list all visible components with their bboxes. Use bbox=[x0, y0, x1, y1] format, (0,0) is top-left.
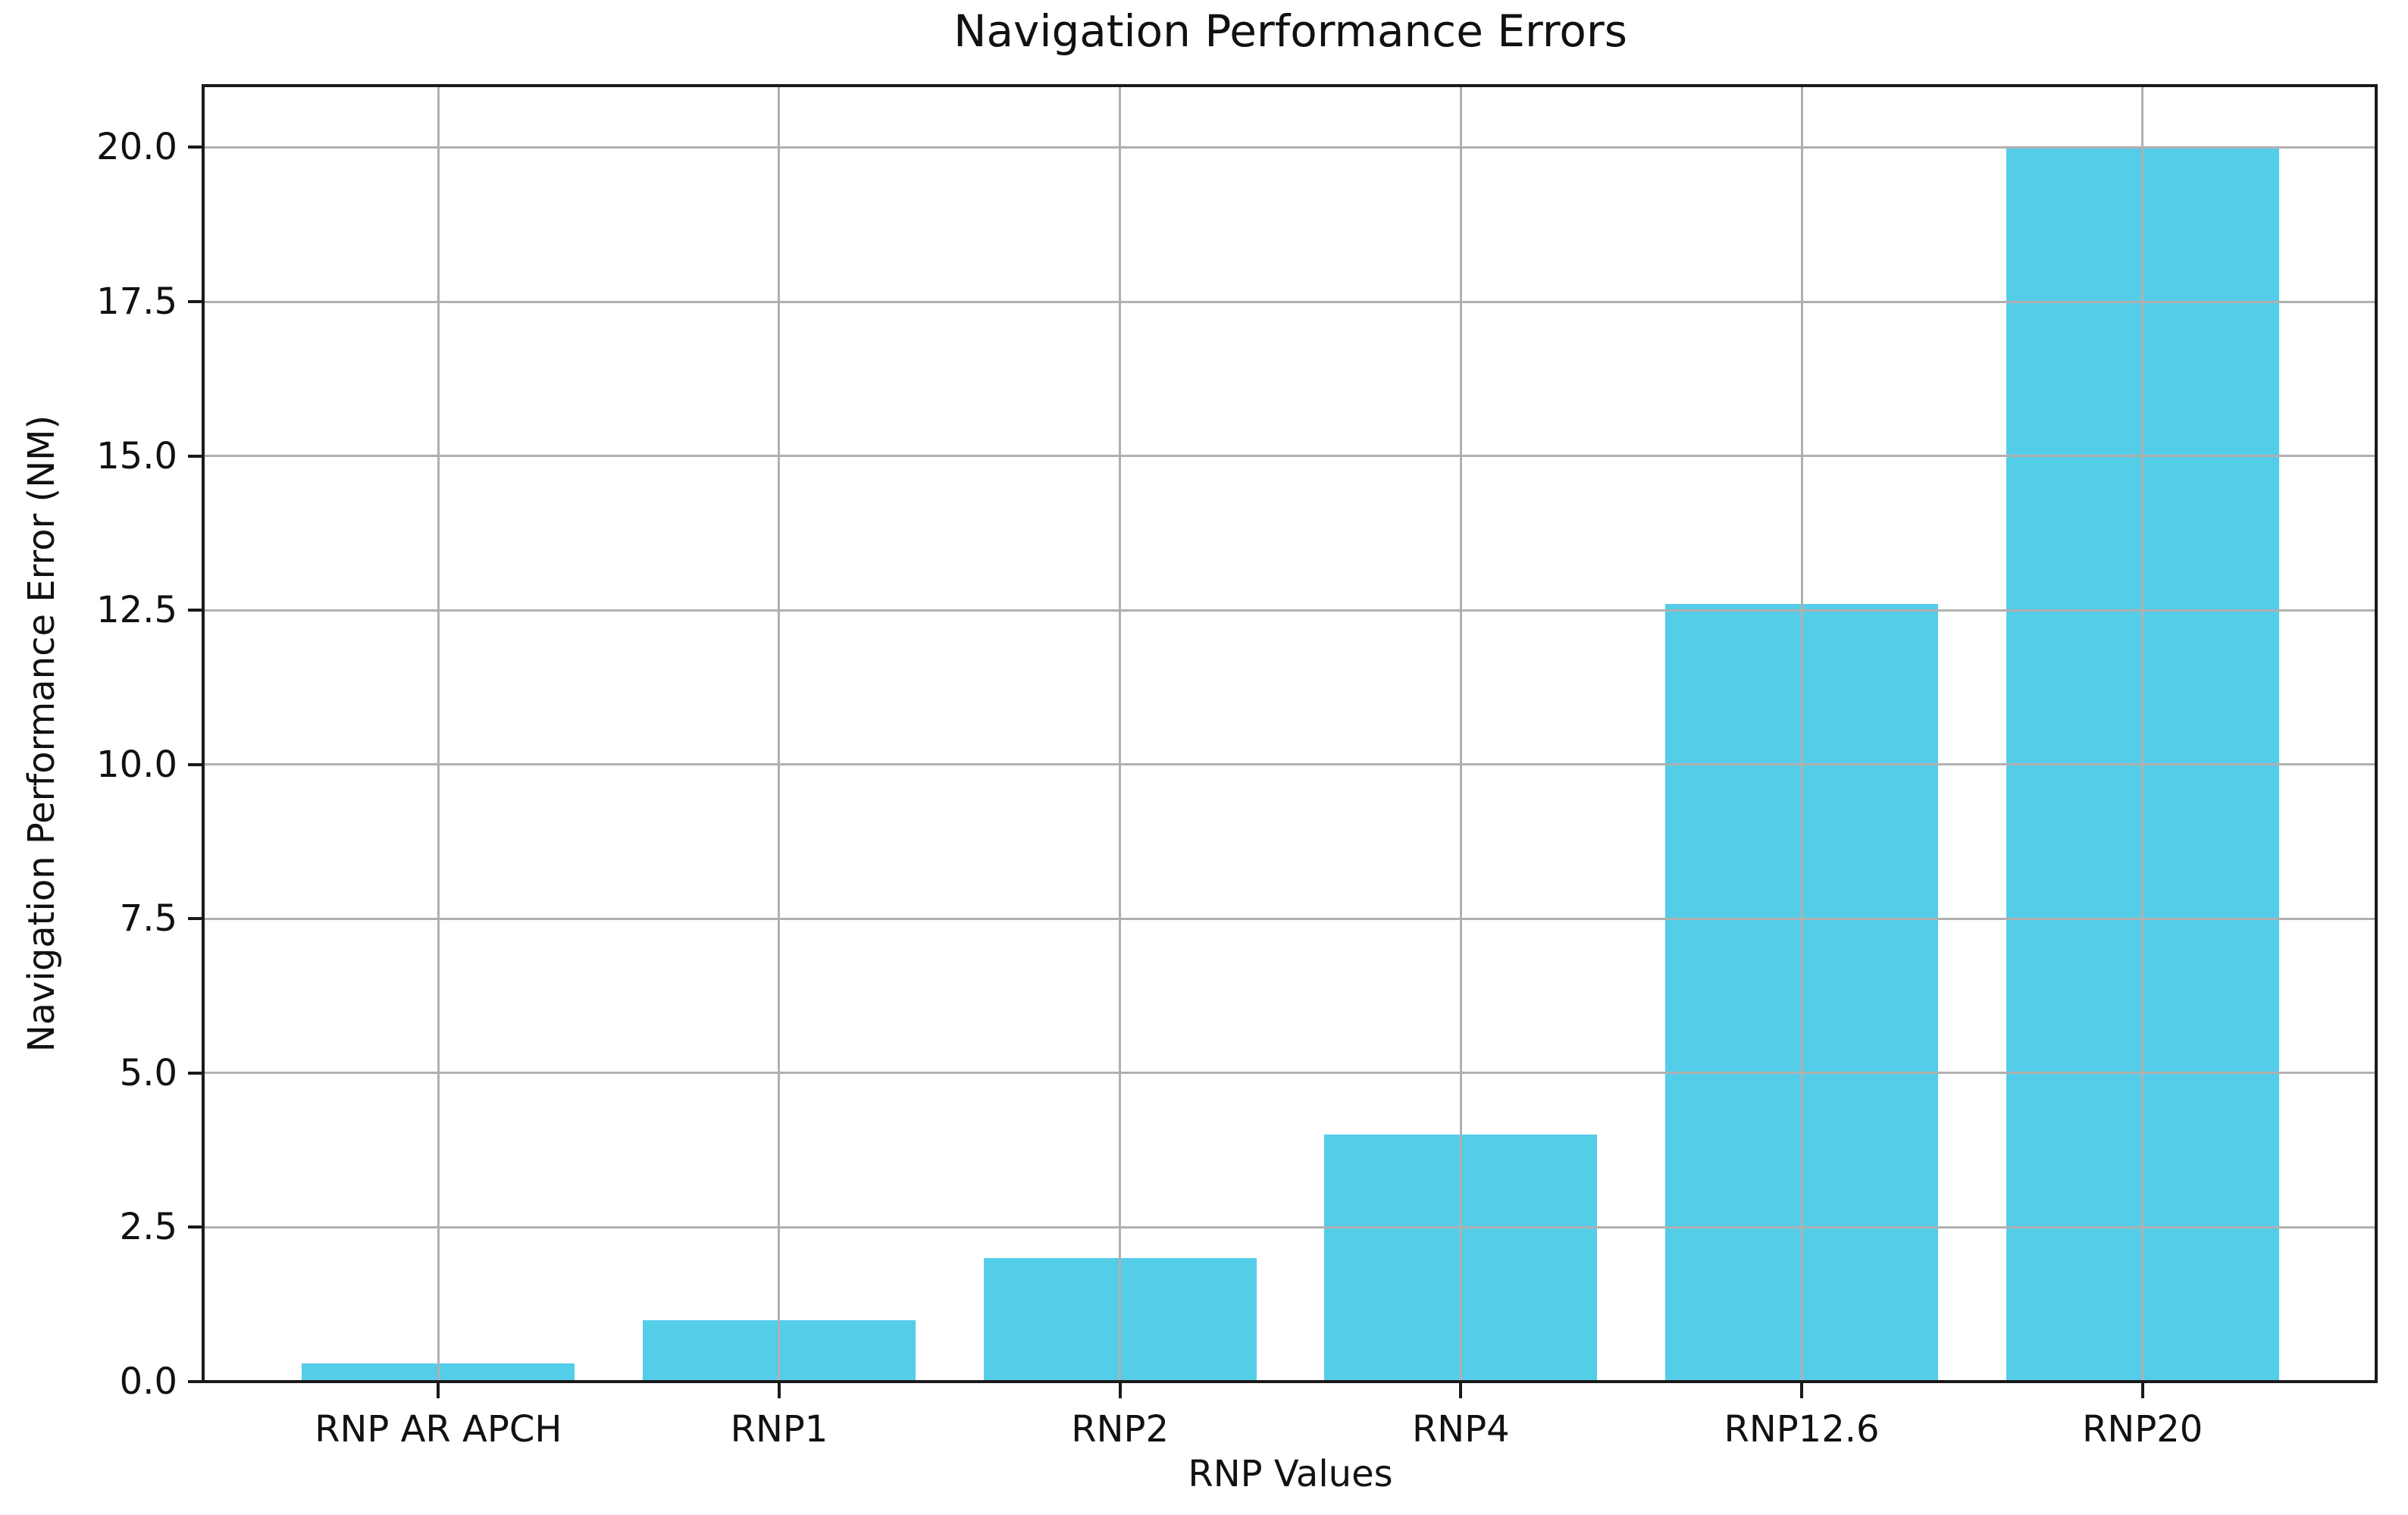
x-tick-label: RNP12.6 bbox=[1724, 1408, 1880, 1451]
y-tick-label: 20.0 bbox=[96, 126, 177, 169]
gridline-vertical bbox=[437, 86, 440, 1382]
x-tick-mark bbox=[777, 1383, 781, 1398]
chart-title: Navigation Performance Errors bbox=[953, 5, 1627, 57]
x-tick-mark bbox=[1800, 1383, 1804, 1398]
y-tick-mark bbox=[188, 609, 203, 612]
x-tick-label: RNP AR APCH bbox=[315, 1408, 562, 1451]
gridline-horizontal bbox=[203, 917, 2378, 920]
y-tick-mark bbox=[188, 762, 203, 766]
gridline-horizontal bbox=[203, 1225, 2378, 1229]
y-tick-mark bbox=[188, 1380, 203, 1383]
gridline-horizontal bbox=[203, 1072, 2378, 1075]
x-tick-mark bbox=[1459, 1383, 1463, 1398]
gridline-vertical bbox=[1800, 86, 1803, 1382]
x-tick-mark bbox=[437, 1383, 440, 1398]
gridline-horizontal bbox=[203, 146, 2378, 149]
y-tick-label: 0.0 bbox=[119, 1360, 177, 1403]
x-tick-label: RNP1 bbox=[730, 1408, 828, 1451]
y-tick-label: 15.0 bbox=[96, 434, 177, 477]
gridline-horizontal bbox=[203, 455, 2378, 458]
y-tick-mark bbox=[188, 454, 203, 458]
gridline-vertical bbox=[1459, 86, 1462, 1382]
y-tick-mark bbox=[188, 146, 203, 149]
y-tick-label: 7.5 bbox=[119, 897, 177, 941]
x-tick-label: RNP4 bbox=[1411, 1408, 1510, 1451]
gridline-vertical bbox=[2141, 86, 2144, 1382]
gridline-vertical bbox=[1119, 86, 1122, 1382]
y-tick-mark bbox=[188, 917, 203, 921]
gridline-horizontal bbox=[203, 763, 2378, 766]
gridline-horizontal bbox=[203, 300, 2378, 303]
y-tick-mark bbox=[188, 1071, 203, 1075]
y-axis-label: Navigation Performance Error (NM) bbox=[20, 415, 63, 1053]
y-tick-label: 10.0 bbox=[96, 743, 177, 786]
gridline-horizontal bbox=[203, 1380, 2378, 1383]
x-axis-label: RNP Values bbox=[1188, 1453, 1393, 1495]
y-tick-label: 12.5 bbox=[96, 589, 177, 632]
y-tick-mark bbox=[188, 1225, 203, 1229]
y-tick-label: 17.5 bbox=[96, 280, 177, 323]
gridline-horizontal bbox=[203, 609, 2378, 612]
x-tick-label: RNP2 bbox=[1071, 1408, 1170, 1451]
y-tick-mark bbox=[188, 300, 203, 303]
x-tick-label: RNP20 bbox=[2082, 1408, 2203, 1451]
y-tick-label: 2.5 bbox=[119, 1206, 177, 1249]
x-tick-mark bbox=[1118, 1383, 1122, 1398]
x-tick-mark bbox=[2140, 1383, 2144, 1398]
gridline-vertical bbox=[778, 86, 781, 1382]
y-tick-label: 5.0 bbox=[119, 1051, 177, 1094]
